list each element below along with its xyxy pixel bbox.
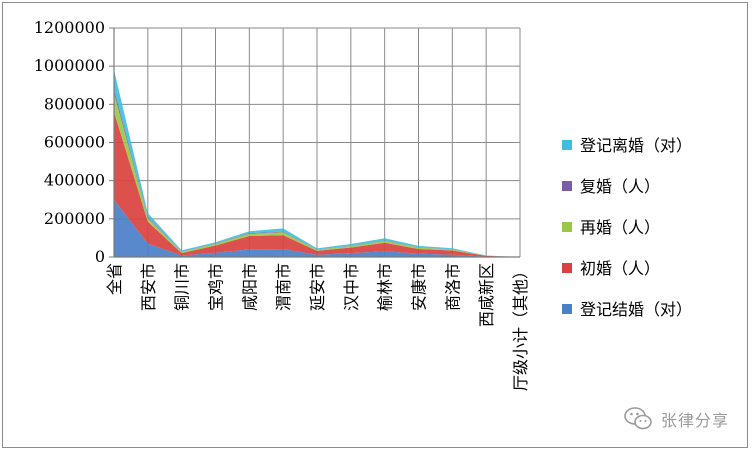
wechat-bubble-icon bbox=[624, 407, 652, 430]
legend-swatch bbox=[562, 181, 572, 191]
x-tick-label: 安康市 bbox=[410, 263, 429, 311]
watermark: 张律分享 bbox=[623, 403, 729, 435]
y-tick-label: 600000 bbox=[44, 133, 105, 152]
area-series bbox=[114, 69, 520, 257]
legend-label: 复婚（人） bbox=[580, 177, 660, 196]
x-tick-label: 铜川市 bbox=[173, 263, 192, 311]
y-tick-label: 400000 bbox=[44, 171, 105, 190]
y-tick-label: 0 bbox=[95, 247, 105, 266]
x-tick-label: 渭南市 bbox=[274, 263, 293, 311]
x-tick-label: 延安市 bbox=[308, 263, 327, 311]
x-tick-label: 全省 bbox=[105, 263, 124, 295]
y-tick-labels: 0 200000 400000 600000 800000 1000000 1200000 bbox=[34, 18, 105, 266]
area-series-2 bbox=[114, 111, 520, 257]
y-tick-label: 1200000 bbox=[34, 18, 105, 37]
x-tick-label: 西安市 bbox=[139, 263, 158, 311]
legend-label: 初婚（人） bbox=[580, 259, 660, 278]
x-tick-label: 咸阳市 bbox=[240, 263, 259, 311]
chart-frame bbox=[2, 2, 748, 448]
x-tick-label: 商洛市 bbox=[443, 263, 462, 311]
legend: 登记离婚（对） 复婚（人） 再婚（人） 初婚（人） 登记结婚（对） bbox=[562, 136, 692, 319]
area-series-1 bbox=[114, 199, 520, 257]
legend-swatch bbox=[562, 263, 572, 273]
legend-swatch bbox=[562, 304, 572, 314]
x-tick-label: 西咸新区 bbox=[477, 263, 496, 327]
legend-label: 再婚（人） bbox=[580, 218, 660, 237]
x-tick-labels: 全省 西安市 铜川市 宝鸡市 咸阳市 渭南市 延安市 汉中市 榆林市 安康市 商洛市 西咸新区 厅级小计… bbox=[105, 263, 530, 391]
legend-swatch bbox=[562, 222, 572, 232]
x-tick-label: 厅级小计（其他） bbox=[511, 263, 530, 391]
axes bbox=[109, 27, 520, 258]
watermark-text: 张律分享 bbox=[661, 411, 730, 430]
gridlines bbox=[113, 27, 521, 258]
x-tick-label: 宝鸡市 bbox=[207, 263, 226, 311]
legend-label: 登记离婚（对） bbox=[580, 136, 692, 155]
x-tick-label: 汉中市 bbox=[342, 263, 361, 311]
y-tick-label: 200000 bbox=[44, 209, 105, 228]
y-tick-label: 800000 bbox=[44, 94, 105, 113]
y-tick-label: 1000000 bbox=[34, 56, 105, 75]
x-tick-label: 榆林市 bbox=[376, 263, 395, 311]
legend-label: 登记结婚（对） bbox=[580, 300, 692, 319]
legend-swatch bbox=[562, 140, 572, 150]
